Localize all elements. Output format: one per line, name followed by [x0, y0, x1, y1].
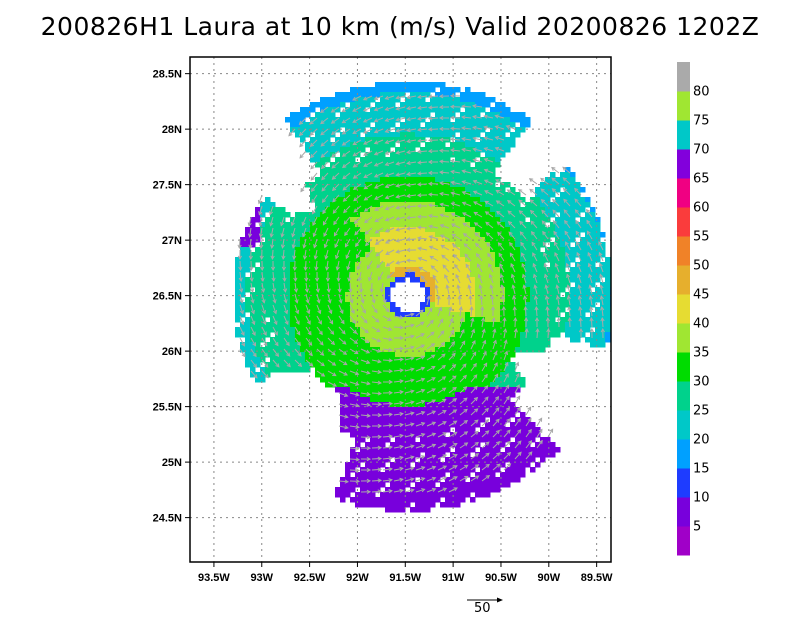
colorbar-label: 55: [693, 230, 710, 245]
reference-vector: 50: [467, 597, 503, 616]
y-tick-label: 27.5N: [153, 180, 182, 192]
y-tick-label: 28.5N: [153, 69, 182, 81]
colorbar-swatch: [677, 236, 690, 266]
colorbar-label: 20: [693, 433, 710, 448]
colorbar-swatch: [677, 323, 690, 353]
colorbar-label: 50: [693, 259, 710, 274]
colorbar-label: 65: [693, 172, 710, 187]
colorbar-swatch: [677, 294, 690, 324]
x-tick-label: 90.5W: [485, 572, 517, 584]
y-tick-label: 28N: [162, 124, 182, 136]
colorbar-label: 35: [693, 346, 710, 361]
colorbar-label: 70: [693, 143, 710, 158]
reference-arrow-head: [497, 597, 503, 603]
colorbar-label: 45: [693, 288, 710, 303]
colorbar-swatch: [677, 120, 690, 150]
colorbar-swatch: [677, 497, 690, 527]
latitude-axis: 24.5N 25N 25.5N 26N 26.5N 27N 27.5N 28N 28.5N: [153, 69, 190, 525]
colorbar-swatch: [677, 178, 690, 208]
y-tick-label: 26.5N: [153, 291, 182, 303]
colorbar: 5 10 15 20 25 30 35 40 45 50 55 60 65 70 75 80: [677, 62, 710, 556]
x-tick-label: 90W: [537, 572, 560, 584]
wind-vectors: [237, 93, 605, 494]
colorbar-swatch: [677, 410, 690, 440]
y-tick-label: 25.5N: [153, 402, 182, 414]
colorbar-swatch: [677, 352, 690, 382]
x-tick-label: 92W: [346, 572, 369, 584]
colorbar-label: 80: [693, 85, 710, 100]
y-tick-label: 26N: [162, 346, 182, 358]
x-tick-label: 89.5W: [581, 572, 613, 584]
colorbar-label: 30: [693, 375, 710, 390]
colorbar-swatch: [677, 265, 690, 295]
colorbar-label: 60: [693, 201, 710, 216]
colorbar-label: 75: [693, 114, 710, 129]
colorbar-label: 15: [693, 462, 710, 477]
longitude-axis: 93.5W 93W 92.5W 92W 91.5W 91W 90.5W 90W 89.5W: [198, 562, 613, 584]
map-frame: [189, 56, 612, 563]
colorbar-label: 25: [693, 404, 710, 419]
colorbar-label: 5: [693, 520, 701, 535]
reference-vector-label: 50: [474, 601, 491, 616]
x-tick-label: 93.5W: [198, 572, 230, 584]
x-tick-label: 92.5W: [294, 572, 326, 584]
colorbar-swatch: [677, 526, 690, 556]
colorbar-swatch: [677, 381, 690, 411]
colorbar-swatch: [677, 439, 690, 469]
y-tick-label: 24.5N: [153, 513, 182, 525]
x-tick-label: 91W: [442, 572, 465, 584]
colorbar-label: 40: [693, 317, 710, 332]
x-tick-label: 91.5W: [389, 572, 421, 584]
y-tick-label: 25N: [162, 457, 182, 469]
colorbar-swatch: [677, 468, 690, 498]
y-tick-label: 27N: [162, 235, 182, 247]
colorbar-swatch: [677, 149, 690, 179]
colorbar-swatch: [677, 207, 690, 237]
x-tick-label: 93W: [250, 572, 273, 584]
colorbar-label: 10: [693, 491, 710, 506]
plot-title: 200826H1 Laura at 10 km (m/s) Valid 2020…: [40, 12, 760, 41]
colorbar-swatch: [677, 62, 690, 92]
colorbar-swatch: [677, 91, 690, 121]
